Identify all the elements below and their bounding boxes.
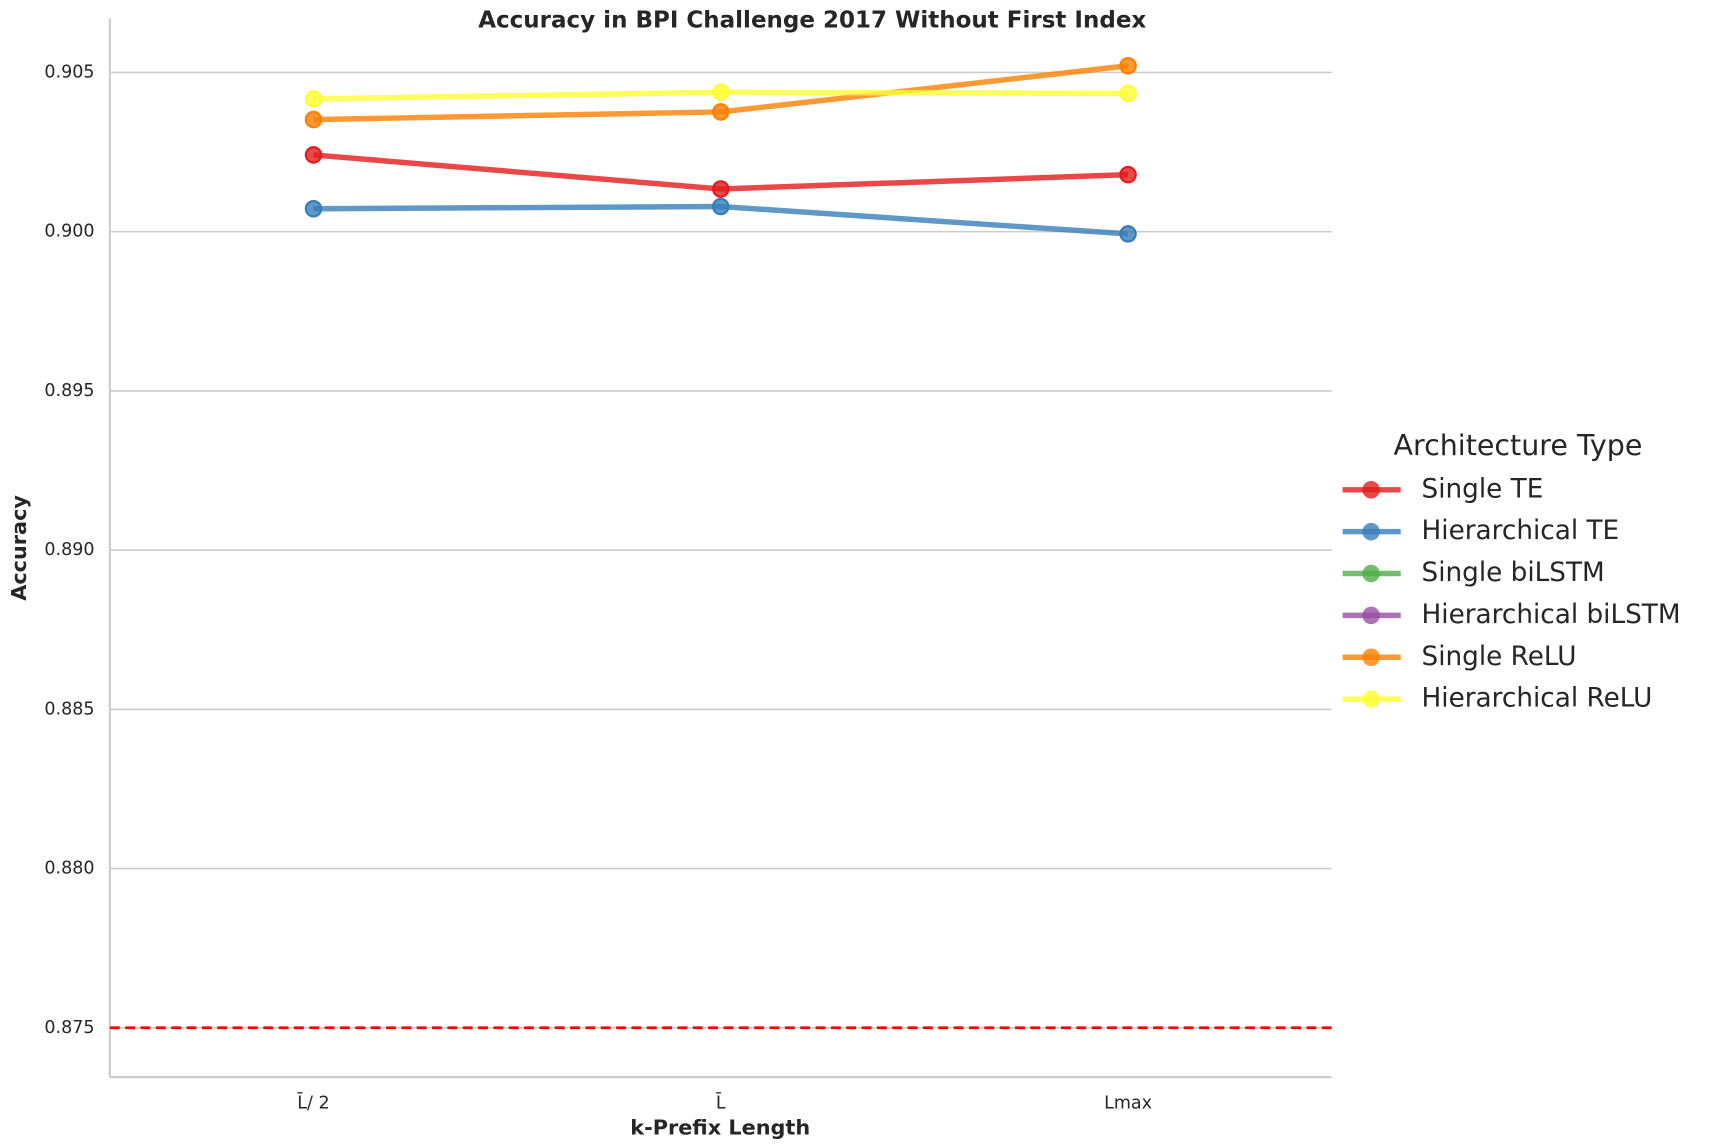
legend-title: Architecture Type (1394, 429, 1643, 462)
point (1119, 165, 1137, 184)
legend-label: Single ReLU (1422, 642, 1577, 672)
x-tick-label: Lmax (1104, 1093, 1152, 1113)
point (711, 83, 730, 101)
point (304, 110, 323, 129)
point (304, 146, 323, 164)
y-tick-label: 0.875 (44, 1018, 94, 1038)
point (304, 199, 323, 218)
chart-title: Accuracy in BPI Challenge 2017 Without F… (478, 7, 1146, 33)
x-axis-label: k-Prefix Length (630, 1116, 810, 1140)
point (1119, 225, 1137, 243)
x-tick-label: L̄ (716, 1091, 726, 1113)
legend-marker (1362, 648, 1380, 667)
x-tick-label: L̄/ 2 (297, 1091, 329, 1113)
y-tick-label: 0.880 (44, 859, 94, 879)
point (711, 180, 730, 198)
y-tick-label: 0.895 (44, 381, 94, 401)
y-tick-label: 0.900 (44, 222, 94, 242)
legend-marker (1362, 522, 1380, 541)
point (711, 103, 730, 121)
legend-marker (1362, 690, 1380, 708)
legend-label: Single TE (1422, 474, 1544, 504)
y-axis-label: Accuracy (7, 495, 31, 601)
y-tick-label: 0.905 (44, 62, 94, 82)
point (1119, 56, 1137, 75)
point (711, 197, 730, 216)
legend-marker (1362, 481, 1380, 499)
y-tick-label: 0.890 (44, 540, 94, 560)
point (304, 90, 323, 108)
legend-label: Hierarchical ReLU (1422, 684, 1653, 714)
legend-marker (1362, 606, 1380, 625)
legend-label: Single biLSTM (1422, 558, 1605, 588)
point (1119, 84, 1137, 103)
legend-label: Hierarchical biLSTM (1422, 600, 1681, 630)
y-tick-label: 0.885 (44, 699, 94, 719)
legend-label: Hierarchical TE (1422, 516, 1620, 546)
legend-marker (1362, 564, 1380, 583)
